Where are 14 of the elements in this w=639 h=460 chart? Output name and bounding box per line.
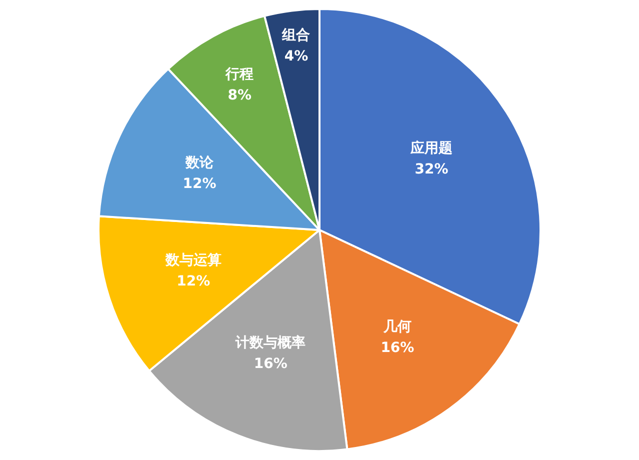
slice-label: 计数与概率 <box>234 334 306 351</box>
data-label: 8% <box>228 87 252 104</box>
data-label: 16% <box>254 356 288 372</box>
data-label: 12% <box>182 176 216 192</box>
slice-label: 数与运算 <box>164 252 222 269</box>
data-label: 16% <box>380 340 414 356</box>
slice-label: 组合 <box>281 27 310 44</box>
slice-label: 数论 <box>184 155 215 172</box>
slice-label: 应用题 <box>409 140 452 157</box>
data-label: 12% <box>176 274 210 290</box>
slice-label: 行程 <box>224 66 254 82</box>
slice-label: 几何 <box>382 318 412 335</box>
data-label: 4% <box>284 48 308 64</box>
data-label: 32% <box>414 162 448 178</box>
